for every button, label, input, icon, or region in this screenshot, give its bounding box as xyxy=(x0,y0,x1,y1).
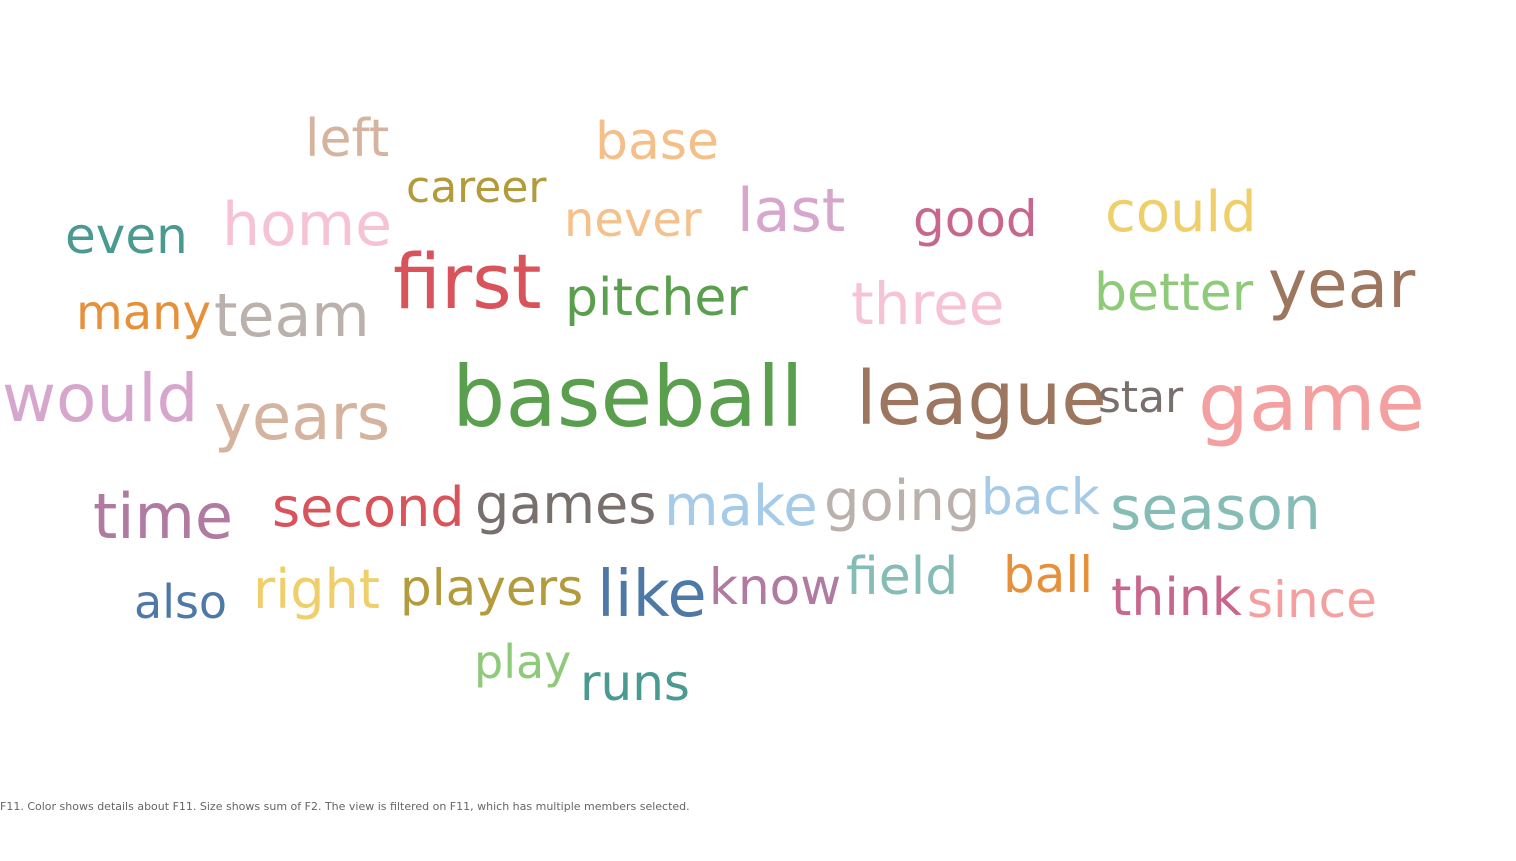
word-season: season xyxy=(1110,474,1321,544)
word-better: better xyxy=(1094,263,1254,323)
word-know: know xyxy=(709,558,842,616)
word-baseball: baseball xyxy=(452,348,804,446)
word-players: players xyxy=(400,559,584,617)
word-right: right xyxy=(253,558,380,621)
word-like: like xyxy=(597,558,707,632)
word-year: year xyxy=(1268,246,1416,323)
word-three: three xyxy=(851,270,1005,338)
word-first: first xyxy=(393,237,542,326)
word-since: since xyxy=(1247,571,1377,629)
word-field: field xyxy=(846,547,959,607)
word-star: star xyxy=(1098,372,1184,423)
word-even: even xyxy=(65,207,188,265)
word-second: second xyxy=(272,476,465,539)
word-think: think xyxy=(1111,568,1242,628)
word-also: also xyxy=(134,575,228,629)
word-time: time xyxy=(93,480,234,553)
word-last: last xyxy=(737,176,846,246)
word-going: going xyxy=(824,469,981,534)
word-could: could xyxy=(1105,180,1257,245)
word-pitcher: pitcher xyxy=(565,268,748,328)
word-never: never xyxy=(564,192,702,248)
word-games: games xyxy=(475,473,657,536)
word-ball: ball xyxy=(1003,546,1094,604)
word-home: home xyxy=(222,190,393,260)
word-team: team xyxy=(214,281,370,351)
word-years: years xyxy=(214,381,391,455)
word-make: make xyxy=(664,474,818,539)
word-runs: runs xyxy=(580,654,690,712)
chart-caption: F11. Color shows details about F11. Size… xyxy=(0,800,690,813)
word-back: back xyxy=(981,468,1100,526)
word-league: league xyxy=(856,356,1107,442)
word-game: game xyxy=(1198,356,1425,449)
word-good: good xyxy=(913,190,1038,248)
word-base: base xyxy=(595,112,719,172)
word-many: many xyxy=(76,285,211,341)
word-career: career xyxy=(406,162,547,213)
word-left: left xyxy=(305,109,390,169)
word-would: would xyxy=(2,360,199,437)
word-play: play xyxy=(474,635,572,689)
